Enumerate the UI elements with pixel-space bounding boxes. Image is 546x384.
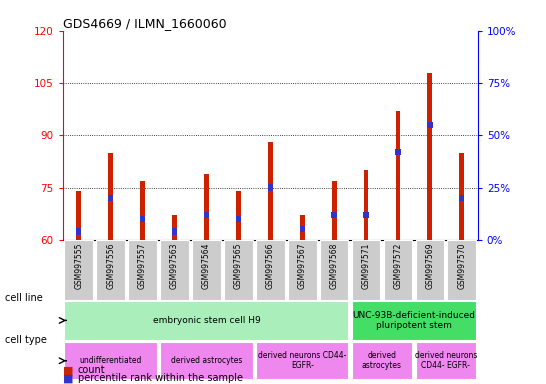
Text: GSM997571: GSM997571 bbox=[361, 243, 371, 289]
Bar bbox=[300, 226, 305, 232]
Bar bbox=[76, 228, 81, 235]
Text: derived neurons
CD44- EGFR-: derived neurons CD44- EGFR- bbox=[414, 351, 477, 371]
FancyBboxPatch shape bbox=[64, 342, 157, 379]
Bar bbox=[395, 111, 400, 240]
Text: percentile rank within the sample: percentile rank within the sample bbox=[78, 373, 242, 383]
Bar bbox=[108, 195, 114, 201]
FancyBboxPatch shape bbox=[64, 301, 348, 340]
FancyBboxPatch shape bbox=[192, 240, 221, 300]
FancyBboxPatch shape bbox=[224, 240, 253, 300]
Text: GSM997556: GSM997556 bbox=[106, 243, 115, 289]
Bar bbox=[204, 174, 209, 240]
Bar bbox=[428, 73, 432, 240]
Text: derived neurons CD44-
EGFR-: derived neurons CD44- EGFR- bbox=[258, 351, 346, 371]
Text: GSM997564: GSM997564 bbox=[202, 243, 211, 289]
Bar bbox=[236, 216, 241, 222]
Text: GSM997557: GSM997557 bbox=[138, 243, 147, 289]
FancyBboxPatch shape bbox=[416, 240, 444, 300]
Text: derived
astrocytes: derived astrocytes bbox=[362, 351, 402, 371]
Bar bbox=[459, 153, 464, 240]
Bar bbox=[364, 170, 369, 240]
Text: count: count bbox=[78, 365, 105, 375]
FancyBboxPatch shape bbox=[352, 342, 412, 379]
Text: embryonic stem cell H9: embryonic stem cell H9 bbox=[152, 316, 260, 325]
Text: GSM997565: GSM997565 bbox=[234, 243, 243, 289]
Bar bbox=[268, 184, 273, 191]
Text: ■: ■ bbox=[63, 365, 73, 375]
Bar bbox=[395, 149, 401, 155]
FancyBboxPatch shape bbox=[256, 240, 284, 300]
Text: undifferentiated: undifferentiated bbox=[80, 356, 142, 365]
Bar bbox=[76, 191, 81, 240]
FancyBboxPatch shape bbox=[416, 342, 476, 379]
Bar bbox=[331, 212, 337, 218]
Text: cell line: cell line bbox=[5, 293, 43, 303]
Bar bbox=[172, 215, 177, 240]
Bar bbox=[427, 122, 432, 128]
Bar bbox=[172, 228, 177, 235]
Bar bbox=[140, 180, 145, 240]
FancyBboxPatch shape bbox=[352, 240, 381, 300]
Text: UNC-93B-deficient-induced
pluripotent stem: UNC-93B-deficient-induced pluripotent st… bbox=[352, 311, 476, 330]
Text: derived astrocytes: derived astrocytes bbox=[171, 356, 242, 365]
Bar bbox=[140, 216, 145, 222]
Bar bbox=[459, 195, 465, 201]
FancyBboxPatch shape bbox=[288, 240, 317, 300]
Bar bbox=[332, 180, 336, 240]
Text: GSM997572: GSM997572 bbox=[394, 243, 402, 289]
Text: GSM997570: GSM997570 bbox=[458, 243, 466, 289]
FancyBboxPatch shape bbox=[447, 240, 476, 300]
Text: GDS4669 / ILMN_1660060: GDS4669 / ILMN_1660060 bbox=[63, 17, 227, 30]
Text: ■: ■ bbox=[63, 373, 73, 383]
FancyBboxPatch shape bbox=[96, 240, 125, 300]
Text: GSM997569: GSM997569 bbox=[425, 243, 435, 289]
Text: GSM997568: GSM997568 bbox=[330, 243, 339, 289]
FancyBboxPatch shape bbox=[352, 301, 476, 340]
FancyBboxPatch shape bbox=[64, 240, 93, 300]
Bar bbox=[300, 215, 305, 240]
Text: cell type: cell type bbox=[5, 335, 48, 345]
FancyBboxPatch shape bbox=[160, 240, 189, 300]
FancyBboxPatch shape bbox=[256, 342, 348, 379]
Bar bbox=[236, 191, 241, 240]
Bar bbox=[108, 153, 113, 240]
Bar bbox=[204, 212, 209, 218]
FancyBboxPatch shape bbox=[160, 342, 253, 379]
FancyBboxPatch shape bbox=[384, 240, 412, 300]
FancyBboxPatch shape bbox=[128, 240, 157, 300]
Text: GSM997563: GSM997563 bbox=[170, 243, 179, 289]
Bar bbox=[364, 212, 369, 218]
FancyBboxPatch shape bbox=[320, 240, 348, 300]
Text: GSM997567: GSM997567 bbox=[298, 243, 307, 289]
Text: GSM997555: GSM997555 bbox=[74, 243, 83, 289]
Bar bbox=[268, 142, 272, 240]
Text: GSM997566: GSM997566 bbox=[266, 243, 275, 289]
